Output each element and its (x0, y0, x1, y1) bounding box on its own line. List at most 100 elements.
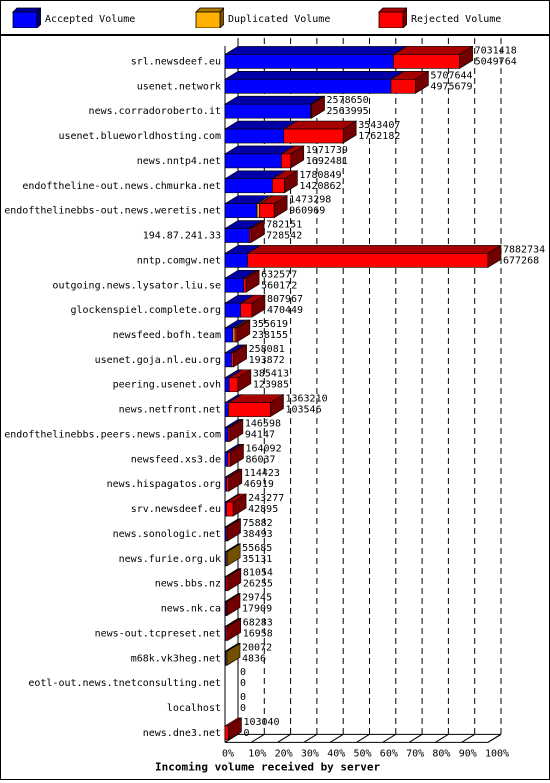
bar-accepted-volume (224, 103, 311, 119)
bar-side (230, 443, 244, 467)
bar-top-rejected-volume (392, 46, 474, 55)
floor-tick (461, 733, 475, 743)
accepted-value-label: 560172 (261, 280, 297, 291)
total-value-label: 0 (240, 692, 246, 703)
total-value-label: 2578650 (327, 95, 369, 106)
category-label: news.netfront.net (119, 405, 221, 416)
bar-side (487, 244, 502, 268)
bar-side (415, 70, 429, 94)
bar-side (459, 45, 473, 69)
total-value-label: 632577 (261, 269, 297, 280)
legend-label-duplicated: Duplicated Volume (228, 14, 331, 25)
total-value-label: 1780849 (299, 170, 341, 181)
bar-accepted-volume (224, 427, 229, 442)
bar-accepted-volume (224, 153, 282, 169)
x-tick-label: 20% (275, 748, 293, 759)
category-label: news.nntp4.net (137, 156, 221, 167)
bar-accepted-volume (224, 54, 394, 69)
accepted-value-label: 26255 (243, 579, 273, 590)
accepted-value-label: 1762182 (358, 131, 400, 142)
bar-rejected-volume (243, 277, 247, 293)
bar-duplicated-volume (256, 203, 260, 218)
bar-accepted-volume (224, 302, 241, 318)
category-label: m68k.vk3heg.net (131, 653, 221, 664)
floor-tick (329, 733, 344, 743)
category-label: endoftheline-out.news.chmurka.net (22, 181, 221, 192)
category-label: srl.newsdeef.eu (131, 56, 221, 67)
bar-duplicated-volume (232, 327, 236, 343)
total-value-label: 355619 (252, 319, 288, 330)
accepted-value-label: 2563995 (327, 106, 369, 117)
bar-accepted-volume (224, 203, 258, 218)
bar-rejected-volume (227, 452, 231, 467)
legend-label-accepted: Accepted Volume (45, 14, 136, 25)
bar-accepted-volume (224, 128, 285, 144)
accepted-value-label: 42895 (248, 504, 278, 515)
accepted-value-label: 0 (240, 703, 246, 714)
category-label: news-out.tcpreset.net (95, 628, 221, 639)
total-value-label: 5707644 (430, 70, 472, 81)
legend-label-rejected: Rejected Volume (411, 14, 502, 25)
category-label: glockenspiel.complete.org (70, 305, 221, 316)
total-value-label: 7882734 (503, 244, 545, 255)
category-label: news.furie.org.uk (119, 554, 221, 565)
bar-accepted-volume (224, 352, 232, 368)
category-label: nntp.comgw.net (137, 255, 221, 266)
bar-rejected-volume (228, 402, 271, 417)
chart-frame: 0% 10% 20% 30% 40% 50% 60% 70% 80% 90% 100% srl.new… (0, 35, 550, 780)
bar-side (311, 95, 325, 119)
bar-rejected-volume (247, 253, 489, 268)
bar-side (228, 717, 242, 741)
category-label: outgoing.news.lysator.liu.se (52, 280, 221, 291)
bar-side (227, 617, 242, 641)
bar-side (251, 294, 266, 318)
bar-side (290, 145, 305, 169)
accepted-value-label: 17909 (242, 604, 272, 615)
accepted-value-label: 46919 (244, 479, 274, 490)
bar-rejected-volume (281, 153, 292, 169)
accepted-value-label: 0 (243, 728, 249, 739)
category-label: news.corradoroberto.it (89, 106, 221, 117)
accepted-value-label: 16958 (243, 628, 273, 639)
accepted-value-label: 5049764 (475, 56, 517, 67)
x-tick-label: 50% (354, 748, 372, 759)
bar-side (236, 319, 251, 343)
bar-rejected-volume (272, 178, 285, 194)
total-value-label: 164092 (245, 443, 281, 454)
total-value-label: 1473298 (289, 195, 331, 206)
bar-accepted-volume (224, 228, 250, 243)
bar-accepted-volume (224, 377, 230, 393)
bar-rejected-volume (224, 725, 229, 741)
floor-tick (303, 733, 318, 743)
bar-side (226, 593, 241, 617)
total-value-label: 7031418 (475, 45, 517, 56)
bar-side (229, 418, 244, 443)
legend: Accepted Volume Duplicated Volume Reject… (0, 0, 550, 35)
x-tick-label: 100% (485, 748, 509, 759)
accepted-value-label: 103546 (285, 405, 321, 416)
x-tick-label: 0% (222, 748, 234, 759)
bar-accepted-volume (224, 402, 229, 417)
bar-top-rejected-volume (246, 245, 503, 254)
x-tick-label: 90% (459, 748, 477, 759)
total-value-label: 146598 (245, 418, 281, 429)
accepted-value-label: 1420862 (299, 181, 341, 192)
x-tick-label: 10% (248, 748, 266, 759)
bar-rejected-volume (226, 501, 234, 517)
category-label: endofthelinebbs-out.news.weretis.net (4, 206, 221, 217)
x-axis-corner (487, 733, 502, 743)
total-value-label: 782151 (266, 220, 302, 231)
total-value-label: 3543407 (358, 120, 400, 131)
bar-side (226, 543, 241, 567)
floor-tick (382, 733, 397, 743)
floor-tick (435, 733, 449, 743)
bar-top-accepted-volume (223, 71, 406, 80)
total-value-label: 1971739 (306, 145, 348, 156)
x-tick-label: 30% (301, 748, 319, 759)
bar-side (226, 642, 241, 666)
accepted-value-label: 193872 (249, 355, 285, 366)
legend-swatch-accepted (12, 7, 41, 28)
bar-rejected-volume (228, 377, 239, 393)
bar-rejected-volume (226, 476, 230, 492)
total-value-label: 258081 (249, 344, 285, 355)
